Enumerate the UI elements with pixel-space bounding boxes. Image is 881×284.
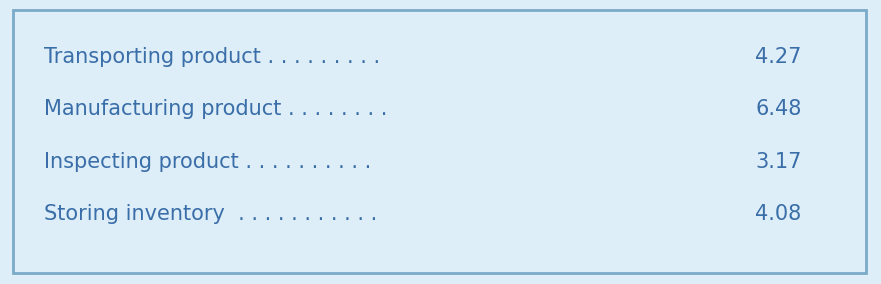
- Text: 4.27: 4.27: [755, 47, 802, 67]
- Text: Inspecting product . . . . . . . . . .: Inspecting product . . . . . . . . . .: [44, 152, 371, 172]
- Text: Transporting product . . . . . . . . .: Transporting product . . . . . . . . .: [44, 47, 381, 67]
- Text: 3.17: 3.17: [755, 152, 802, 172]
- Text: Manufacturing product . . . . . . . .: Manufacturing product . . . . . . . .: [44, 99, 388, 119]
- Text: 6.48: 6.48: [755, 99, 802, 119]
- Text: Storing inventory  . . . . . . . . . . .: Storing inventory . . . . . . . . . . .: [44, 204, 377, 224]
- Text: 4.08: 4.08: [756, 204, 802, 224]
- FancyBboxPatch shape: [13, 10, 866, 273]
